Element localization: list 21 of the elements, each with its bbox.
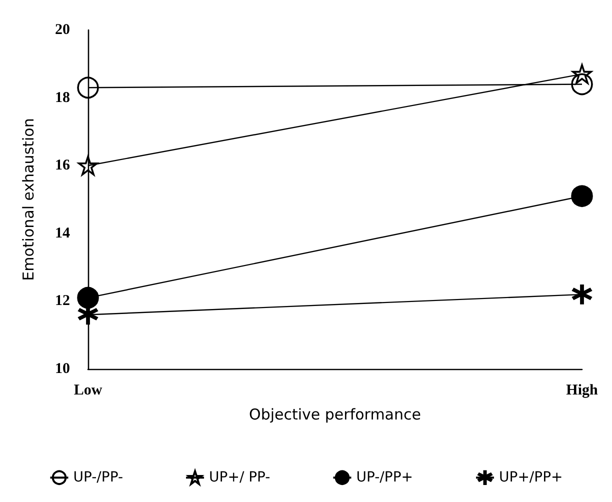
point (572, 64, 592, 84)
x-tick-label: Low (74, 382, 102, 398)
legend-label: UP-/PP+ (356, 470, 414, 486)
y-tick-label: 12 (55, 293, 70, 310)
legend-label: UP+/ PP- (209, 470, 270, 486)
point (571, 185, 593, 208)
x-axis-title: Objective performance (249, 406, 421, 424)
y-axis-title: Emotional exhaustion (20, 118, 38, 281)
x-tick-label: High (566, 382, 598, 398)
y-tick-label: 20 (55, 22, 70, 38)
y-tick-label: 10 (55, 361, 70, 377)
point (78, 156, 98, 176)
point (572, 284, 592, 304)
point (571, 73, 593, 96)
y-tick-label: 18 (55, 90, 70, 106)
legend-label: UP+/PP+ (499, 470, 563, 486)
point (77, 286, 99, 309)
y-tick-label: 14 (55, 225, 70, 242)
y-tick-label: 16 (55, 158, 70, 174)
legend-label: UP-/PP- (73, 470, 124, 486)
point (77, 76, 99, 99)
